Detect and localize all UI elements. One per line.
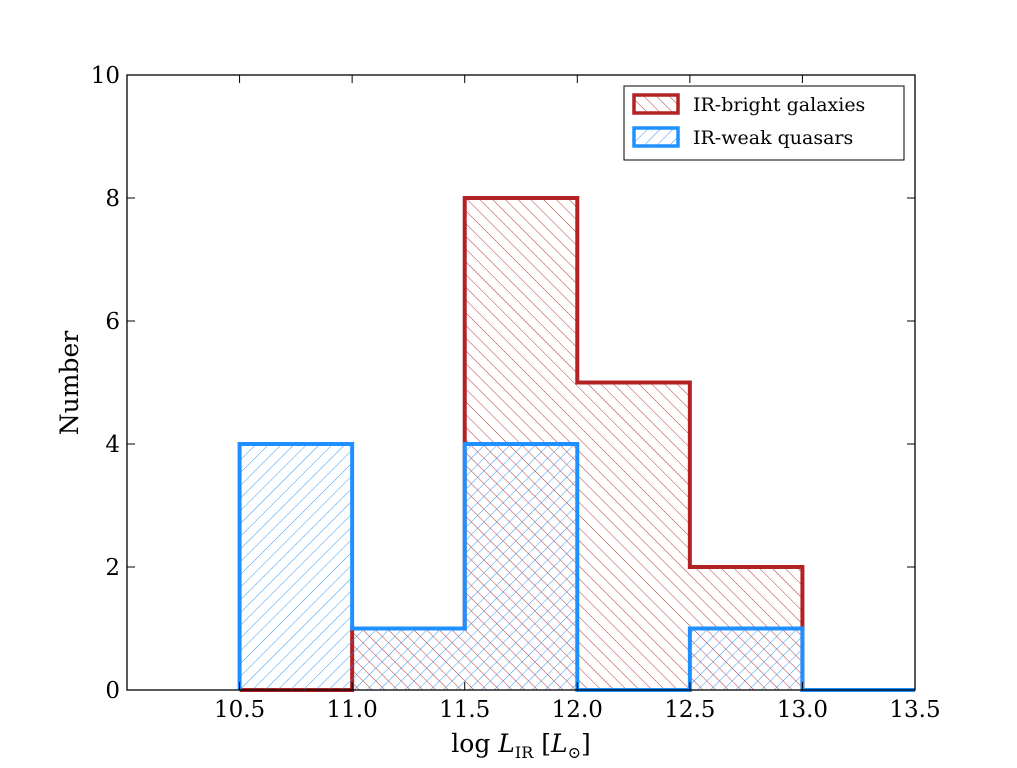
x-tick-label: 10.5 (214, 697, 265, 723)
series-ir-weak-quasars (237, 442, 915, 692)
y-tick-label: 8 (105, 186, 120, 212)
x-tick-label: 12.0 (552, 697, 603, 723)
x-tick-label: 12.5 (664, 697, 715, 723)
y-tick-label: 6 (105, 309, 120, 335)
y-tick-label: 2 (105, 555, 120, 581)
plot-area: 10.5 11.0 11.5 12.0 12.5 13.0 13.5 0 2 4 6 8 10 (91, 63, 941, 723)
hist-outline (237, 442, 915, 692)
hist-bar (689, 628, 803, 690)
hist-bar (239, 444, 353, 690)
hist-bar (577, 382, 690, 690)
ticks-layer: 10.5 11.0 11.5 12.0 12.5 13.0 13.5 0 2 4 6 8 10 (91, 63, 941, 723)
y-tick-label: 4 (105, 432, 120, 458)
y-tick-label: 0 (105, 678, 120, 704)
legend-swatch-ir-weak (632, 126, 680, 148)
hist-bar (352, 628, 465, 690)
x-axis-label: log LIR [L⊙] (451, 729, 590, 762)
x-tick-label: 13.5 (889, 697, 940, 723)
x-tick-label: 11.0 (327, 697, 378, 723)
legend-label-ir-bright: IR-bright galaxies (693, 94, 865, 116)
hist-bar (464, 444, 578, 690)
series-layer (237, 196, 915, 692)
x-tick-label: 11.5 (439, 697, 490, 723)
legend-swatch-ir-bright (632, 93, 680, 115)
legend: IR-bright galaxies IR-weak quasars (623, 85, 905, 161)
y-axis-label: Number (55, 331, 84, 435)
legend-label-ir-weak: IR-weak quasars (693, 127, 853, 149)
axes-frame (126, 74, 916, 691)
x-tick-label: 13.0 (777, 697, 828, 723)
y-tick-label: 10 (91, 63, 120, 89)
